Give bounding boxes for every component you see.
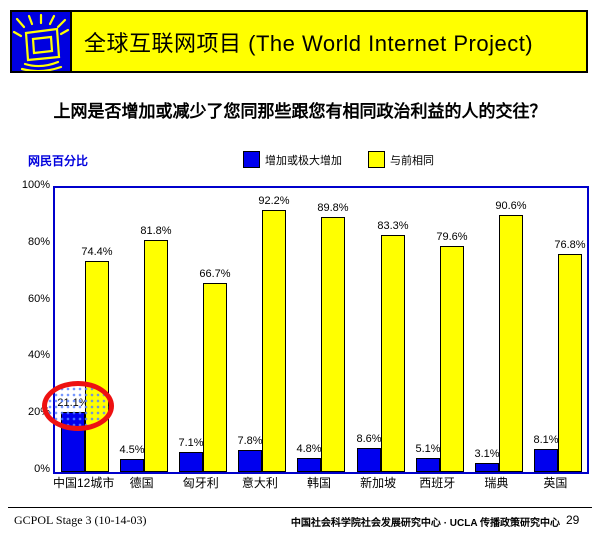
y-tick-80: 80%	[27, 235, 50, 248]
value-label-increase-2: 7.1%	[178, 437, 204, 449]
value-label-same-7: 90.6%	[495, 200, 527, 212]
y-tick-40: 40%	[27, 349, 50, 362]
value-label-increase-7: 3.1%	[474, 448, 500, 460]
footer-organizations: 中国社会科学院社会发展研究中心 · UCLA 传播政策研究中心	[290, 518, 560, 529]
category-label-3: 意大利	[241, 476, 278, 490]
category-label-8: 英国	[543, 476, 568, 490]
category-label-5: 新加坡	[360, 476, 397, 490]
legend-swatch-increase	[243, 151, 260, 168]
bar-same-4	[321, 217, 345, 472]
legend-entry-same: 与前相同	[368, 151, 434, 168]
category-label-7: 瑞典	[484, 476, 509, 490]
title-banner: 全球互联网项目 (The World Internet Project)	[10, 10, 588, 73]
value-label-increase-5: 8.6%	[356, 433, 382, 445]
bar-same-5	[381, 235, 405, 472]
value-label-increase-1: 4.5%	[119, 444, 145, 456]
bar-increase-1	[120, 459, 144, 472]
y-tick-60: 60%	[27, 292, 50, 305]
category-label-0: 中国12城市	[53, 476, 115, 490]
y-axis-title: 网民百分比	[28, 154, 89, 168]
bar-increase-7	[475, 463, 499, 472]
footer-divider	[8, 507, 592, 508]
bar-same-7	[499, 215, 523, 472]
bar-same-1	[144, 240, 168, 472]
value-label-same-1: 81.8%	[140, 225, 172, 237]
page-number: 29	[566, 513, 580, 527]
bar-same-0	[85, 261, 109, 472]
red-ellipse-highlight	[42, 381, 114, 431]
footer-source: GCPOL Stage 3 (10-14-03)	[14, 513, 147, 527]
bar-increase-3	[238, 450, 262, 472]
value-label-same-5: 83.3%	[377, 220, 409, 232]
category-label-4: 韩国	[306, 476, 331, 490]
value-label-same-3: 92.2%	[258, 195, 290, 207]
bar-same-6	[440, 246, 464, 472]
category-label-6: 西班牙	[419, 476, 456, 490]
legend-label-increase: 增加或极大增加	[265, 154, 342, 167]
bar-increase-4	[297, 458, 321, 472]
bar-same-8	[558, 254, 582, 472]
category-label-1: 德国	[129, 476, 154, 490]
value-label-increase-3: 7.8%	[237, 435, 263, 447]
bar-increase-6	[416, 458, 440, 472]
legend-entry-increase: 增加或极大增加	[243, 151, 342, 168]
bar-increase-5	[357, 448, 381, 472]
value-label-same-4: 89.8%	[317, 202, 349, 214]
y-tick-0: 0%	[34, 463, 50, 475]
value-label-same-2: 66.7%	[199, 268, 231, 280]
category-label-2: 匈牙利	[182, 476, 219, 490]
question-text: 上网是否增加或减少了您同那些跟您有相同政治利益的人的交往？	[53, 102, 547, 121]
legend-swatch-same	[368, 151, 385, 168]
bar-increase-8	[534, 449, 558, 472]
chart-legend: 增加或极大增加 与前相同	[243, 151, 434, 168]
legend-label-same: 与前相同	[390, 154, 434, 167]
value-label-increase-4: 4.8%	[296, 443, 322, 455]
plot-area: 21.1%4.5%7.1%7.8%4.8%8.6%5.1%3.1%8.1%74.…	[53, 186, 589, 474]
bar-same-2	[203, 283, 227, 472]
value-label-same-0: 74.4%	[81, 246, 113, 258]
shining-monitor-icon	[12, 12, 72, 73]
value-label-same-8: 76.8%	[554, 239, 586, 251]
value-label-increase-8: 8.1%	[533, 434, 559, 446]
y-tick-100: 100%	[21, 179, 50, 191]
value-label-increase-6: 5.1%	[415, 443, 441, 455]
page-title: 全球互联网项目 (The World Internet Project)	[84, 30, 534, 56]
value-label-same-6: 79.6%	[436, 231, 468, 243]
bar-increase-2	[179, 452, 203, 472]
bar-same-3	[262, 210, 286, 472]
